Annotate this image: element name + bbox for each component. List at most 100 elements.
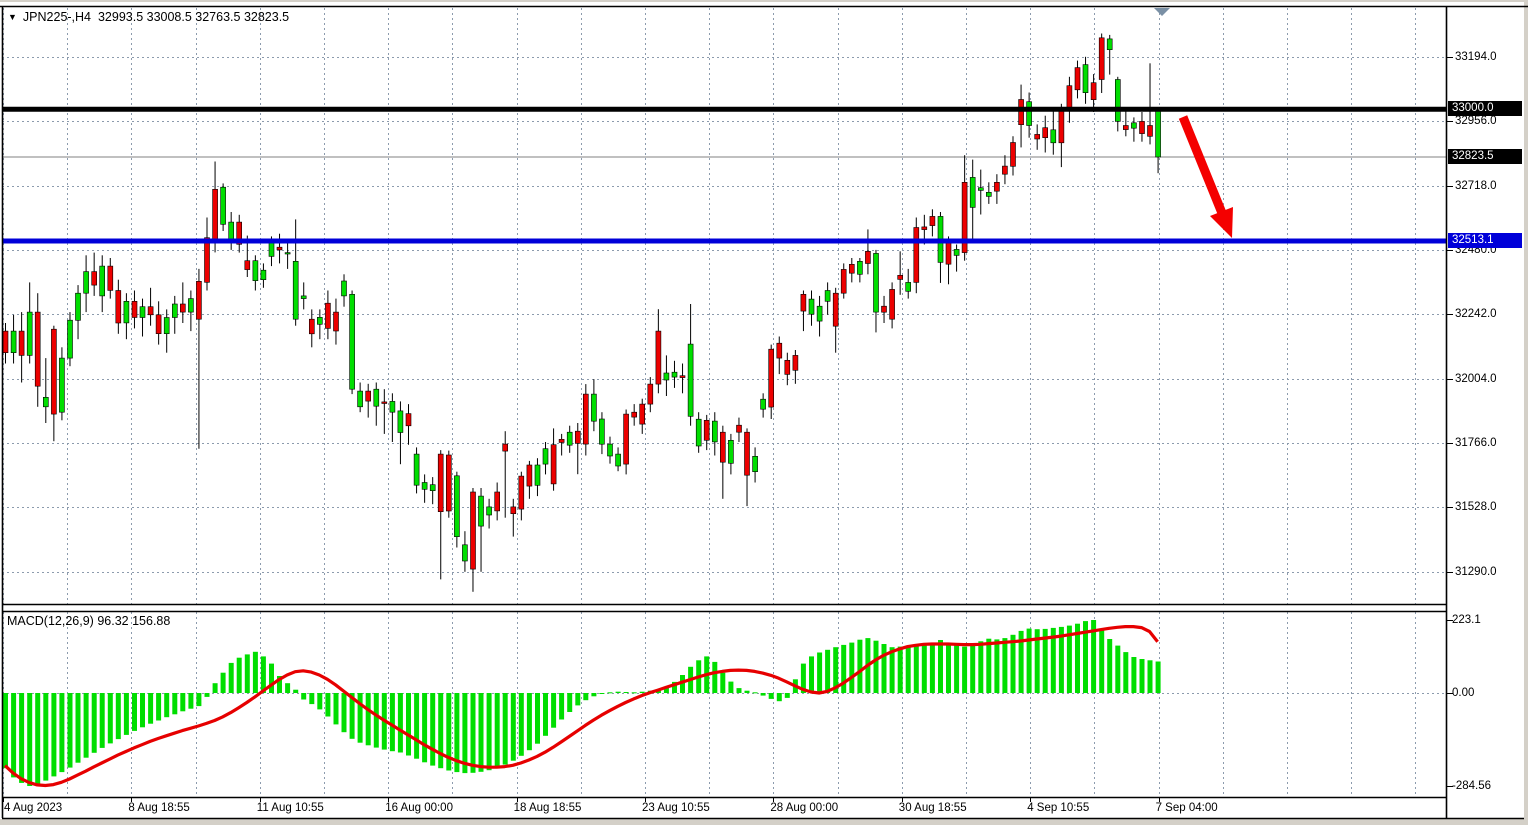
arrow-head [1210, 207, 1233, 238]
candlestick-series[interactable] [2, 33, 1161, 592]
candle-body-bear [115, 290, 122, 324]
candle-body-bear [333, 311, 339, 332]
macd-bar [75, 693, 81, 763]
macd-bar [365, 693, 371, 746]
candle-body-bear [929, 216, 936, 226]
macd-bar [196, 693, 202, 707]
candle-body-bear [236, 221, 242, 245]
candle-body-bear [437, 453, 444, 513]
candle-body-bear [582, 393, 589, 445]
macd-bar [518, 693, 524, 756]
candle-body-bear [155, 314, 162, 334]
candle-body-bull [42, 396, 49, 408]
candle-body-bull [816, 305, 823, 322]
macd-bar [1115, 645, 1121, 693]
macd-axis-label: -284.56 [1452, 780, 1492, 792]
candle-body-bear [180, 303, 186, 313]
candle-body-bull [663, 372, 670, 381]
chart-shift-marker-icon[interactable] [1154, 8, 1170, 16]
candle-body-bear [558, 438, 565, 443]
candle-body-bull [252, 260, 259, 282]
macd-bar [1075, 623, 1080, 693]
macd-bar [921, 644, 927, 693]
time-axis-label: 18 Aug 18:55 [513, 802, 582, 814]
price-label-resistance: 33000.0 [1448, 101, 1522, 116]
candle-body-bear [1139, 121, 1145, 134]
candle-body-bull [373, 388, 380, 407]
macd-bar [494, 693, 500, 768]
candle-body-bear [961, 182, 968, 253]
outer-strip-top [0, 0, 1528, 2]
macd-bar [768, 693, 774, 699]
candle-body-bear [994, 182, 1000, 192]
time-axis-label: 30 Aug 18:55 [898, 802, 967, 814]
candle-body-bull [1050, 129, 1057, 144]
candle-body-bear [1074, 67, 1081, 91]
candle-body-bear [776, 342, 783, 359]
macd-bar [19, 693, 25, 783]
candle-body-bull [752, 455, 758, 472]
candle-body-bear [470, 491, 476, 570]
macd-bar [760, 693, 766, 696]
macd-bar [994, 639, 1000, 693]
macd-bar [1010, 634, 1016, 693]
candle-body-bear [719, 431, 726, 463]
candle-body-bear [631, 411, 638, 418]
candle-body-bull [220, 186, 226, 225]
macd-bar [978, 641, 984, 693]
macd-bar [1147, 660, 1153, 693]
macd-bar [180, 693, 186, 712]
macd-bar [212, 683, 218, 693]
chart-title: ▼ JPN225-,H4 32993.5 33008.5 32763.5 3282… [8, 10, 289, 24]
candle-body-bull [857, 260, 863, 275]
candle-body-bear [381, 401, 388, 404]
macd-bar [631, 692, 637, 694]
symbol-period-label: JPN225-,H4 [22, 10, 92, 24]
macd-bar [204, 693, 210, 697]
price-tick-label: 33194.0 [1455, 51, 1497, 63]
candle-body-bull [421, 482, 428, 490]
candle-body-bear [655, 330, 662, 385]
candle-body-bull [228, 221, 234, 242]
price-tick-label: 32718.0 [1455, 180, 1497, 192]
outer-strip-bottom [0, 819, 1528, 825]
macd-bar [373, 693, 379, 748]
macd-bar [720, 672, 726, 693]
macd-bar [1083, 621, 1088, 693]
macd-bar [623, 692, 629, 693]
candle-body-bull [969, 177, 976, 208]
macd-signal-line [3, 624, 1159, 788]
macd-bar [317, 693, 323, 710]
time-axis-label: 4 Sep 10:55 [1027, 802, 1090, 814]
macd-bar [1002, 638, 1008, 693]
macd-bar [107, 693, 113, 744]
macd-bar [1018, 630, 1024, 693]
macd-bar [559, 693, 565, 720]
candle-body-bear [502, 443, 509, 452]
candle-body-bull [1106, 38, 1113, 51]
candle-body-bear [204, 237, 210, 283]
candle-body-bull [1115, 79, 1121, 122]
macd-bar [551, 693, 557, 728]
macd-bar [11, 693, 17, 778]
candle-body-bear [445, 454, 452, 512]
annotation-arrow-down[interactable] [1178, 115, 1233, 238]
macd-bar [1050, 627, 1056, 693]
candle-body-bull [824, 290, 831, 302]
candle-body-bear [840, 269, 847, 294]
macd-bar [132, 693, 137, 731]
macd-bar [889, 647, 895, 693]
macd-bar [913, 644, 919, 693]
time-axis-label: 7 Sep 04:00 [1155, 802, 1218, 814]
macd-bar [454, 693, 460, 773]
macd-bar [833, 647, 839, 693]
macd-bar [938, 640, 943, 693]
candle-body-bear [679, 375, 686, 378]
macd-bar [784, 693, 790, 698]
macd-bar [188, 693, 194, 709]
macd-bar [615, 691, 621, 693]
symbol-dropdown-icon[interactable]: ▼ [8, 12, 17, 22]
macd-bar [986, 638, 992, 693]
